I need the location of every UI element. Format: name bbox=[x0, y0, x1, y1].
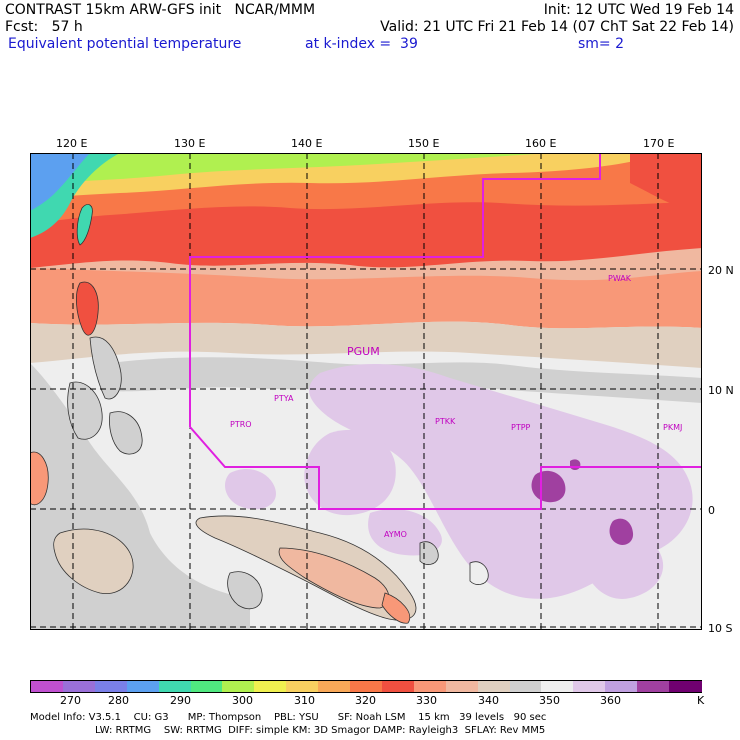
station-labels: PGUM PTYA PTRO PTKK PTPP PKMJ PWAK AYMO bbox=[230, 274, 682, 539]
colorbar-swatch bbox=[669, 681, 702, 692]
model-info-line2: LW: RRTMG SW: RRTMG DIFF: simple KM: 3D … bbox=[95, 725, 546, 736]
colorbar-label-350: 350 bbox=[539, 694, 560, 707]
lon-label-140: 140 E bbox=[291, 137, 323, 150]
model-title: CONTRAST 15km ARW-GFS init NCAR/MMM bbox=[5, 2, 316, 18]
valid-time: Valid: 21 UTC Fri 21 Feb 14 (07 ChT Sat … bbox=[380, 19, 734, 35]
colorbar-swatch bbox=[573, 681, 606, 692]
colorbar-label-300: 300 bbox=[232, 694, 253, 707]
colorbar-swatch bbox=[62, 681, 96, 692]
field-name: Equivalent potential temperature bbox=[8, 36, 242, 52]
lat-label-0: 0 bbox=[708, 504, 715, 517]
lat-label-10s: 10 S bbox=[708, 622, 733, 635]
theta-e-map: PGUM PTYA PTRO PTKK PTPP PKMJ PWAK AYMO bbox=[30, 153, 702, 630]
station-ptkk: PTKK bbox=[435, 417, 456, 426]
colorbar-label-280: 280 bbox=[108, 694, 129, 707]
colorbar-swatch bbox=[286, 681, 319, 692]
colorbar bbox=[30, 680, 702, 693]
colorbar-swatch bbox=[637, 681, 670, 692]
model-info-line1: Model Info: V3.5.1 CU: G3 MP: Thompson P… bbox=[30, 712, 547, 723]
forecast-hour: Fcst: 57 h bbox=[5, 19, 83, 35]
lat-label-10n: 10 N bbox=[708, 384, 734, 397]
colorbar-swatch bbox=[190, 681, 224, 692]
colorbar-label-290: 290 bbox=[170, 694, 191, 707]
station-ptya: PTYA bbox=[274, 394, 294, 403]
station-pgum: PGUM bbox=[347, 345, 380, 358]
colorbar-label-unit: K bbox=[697, 694, 705, 707]
init-time: Init: 12 UTC Wed 19 Feb 14 bbox=[543, 2, 734, 18]
lon-label-160: 160 E bbox=[525, 137, 557, 150]
smoothing: sm= 2 bbox=[578, 36, 625, 52]
cool-patches bbox=[225, 363, 693, 599]
colorbar-swatch bbox=[94, 681, 128, 692]
colorbar-swatch bbox=[413, 681, 447, 692]
colorbar-swatch bbox=[222, 681, 255, 692]
colorbar-swatch bbox=[509, 681, 543, 692]
lon-label-170: 170 E bbox=[643, 137, 675, 150]
level-index: at k-index = 39 bbox=[305, 36, 418, 52]
colorbar-swatch bbox=[605, 681, 638, 692]
colorbar-swatch bbox=[158, 681, 192, 692]
colorbar-swatch bbox=[477, 681, 511, 692]
colorbar-swatch bbox=[381, 681, 415, 692]
region-boundaries bbox=[189, 153, 702, 510]
lon-label-130: 130 E bbox=[174, 137, 206, 150]
colorbar-swatch bbox=[254, 681, 287, 692]
colorbar-label-330: 330 bbox=[416, 694, 437, 707]
colorbar-swatch bbox=[126, 681, 160, 692]
colorbar-label-270: 270 bbox=[60, 694, 81, 707]
colorbar-swatch bbox=[31, 681, 64, 692]
lon-label-150: 150 E bbox=[408, 137, 440, 150]
station-pkmj: PKMJ bbox=[663, 423, 682, 432]
station-ptro: PTRO bbox=[230, 420, 252, 429]
lat-label-20n: 20 N bbox=[708, 264, 734, 277]
colorbar-swatch bbox=[541, 681, 575, 692]
colorbar-swatch bbox=[350, 681, 383, 692]
colorbar-swatch bbox=[445, 681, 479, 692]
colorbar-label-310: 310 bbox=[294, 694, 315, 707]
landmasses bbox=[30, 204, 489, 624]
station-aymo: AYMO bbox=[384, 530, 407, 539]
colorbar-label-340: 340 bbox=[478, 694, 499, 707]
map-frame bbox=[30, 153, 702, 630]
station-ptpp: PTPP bbox=[511, 423, 531, 432]
colorbar-label-320: 320 bbox=[355, 694, 376, 707]
lon-label-120: 120 E bbox=[56, 137, 88, 150]
colorbar-label-360: 360 bbox=[600, 694, 621, 707]
station-pwak: PWAK bbox=[608, 274, 632, 283]
colorbar-swatch bbox=[318, 681, 351, 692]
